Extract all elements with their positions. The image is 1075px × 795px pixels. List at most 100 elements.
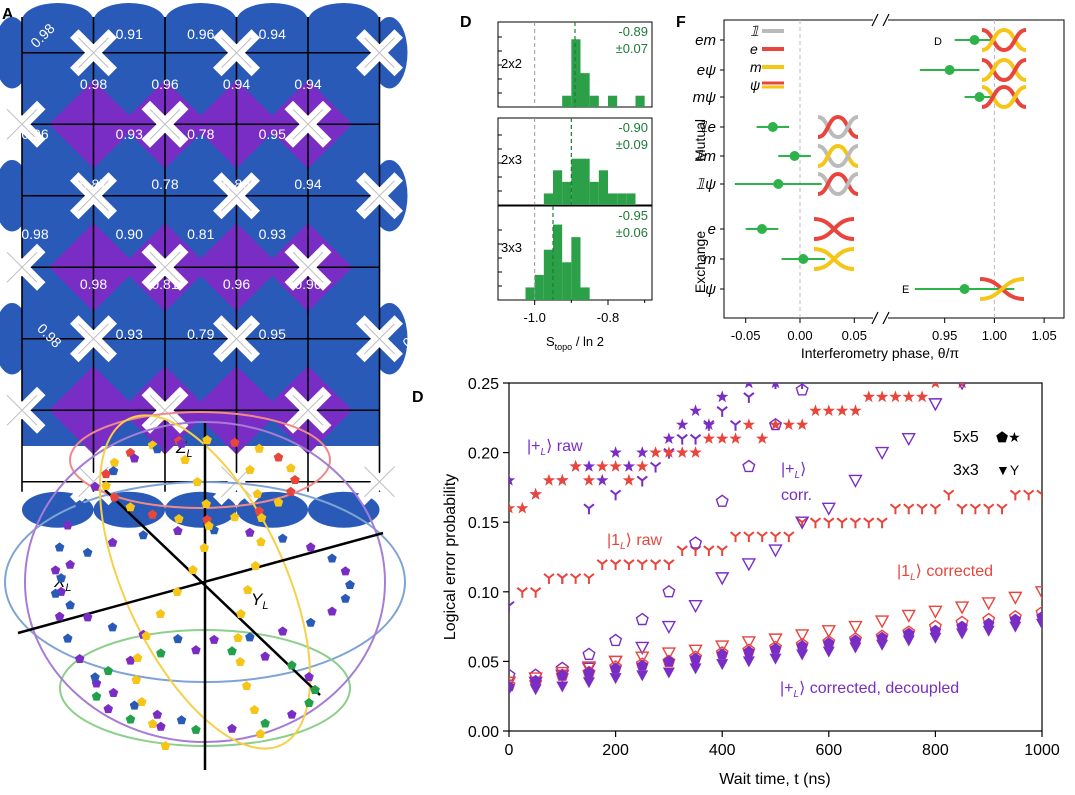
phase-point [959,284,970,294]
state-point [132,653,143,662]
state-point [109,457,120,467]
braid-legend-label: m [750,59,762,75]
open-triangle-marker [874,615,890,629]
state-point [227,723,237,733]
triangle-marker [636,670,649,682]
state-point [137,697,147,706]
histogram-bar [543,249,553,300]
state-point [101,469,111,479]
phase-row-label: m [704,251,717,268]
tri-marker [823,517,835,529]
star-marker [556,473,569,486]
x-tick-label: 600 [815,742,842,759]
state-point [131,675,141,684]
state-point [254,443,264,453]
qubit-marker [213,172,260,220]
tri-marker [863,517,875,529]
pentagon-marker [663,655,675,667]
open-triangle-marker [688,600,703,614]
tri-marker [543,573,555,584]
edge-plaquette [165,3,237,39]
plaquette-value: 0.98 [80,76,107,92]
star-marker [622,460,636,472]
phase-row-label: eψ [697,62,716,79]
open-pentagon-marker [635,612,649,626]
state-point [63,520,73,530]
histogram-bar [617,193,627,205]
state-point [230,437,240,447]
x-tick-label: 400 [709,742,736,759]
histogram-bar [598,170,608,205]
interferometry-panel: Interferometry phase, θ/π Mutual Exchang… [692,13,1065,361]
star-marker [529,487,542,500]
open-triangle-marker [715,640,730,654]
state-point [290,475,300,484]
plaquette-value: 0.93 [116,126,143,142]
braid-legend-label: ψ [750,77,760,93]
phase-xtick-label: 1.05 [1031,328,1056,343]
x-tick-label: 800 [922,742,949,759]
histogram-bar [589,95,599,107]
yellow-ring [98,414,312,750]
braid-icon [817,172,839,196]
qubit-marker [213,29,260,77]
star-marker [756,363,768,375]
state-point [152,709,163,719]
open-triangle-marker [794,516,810,530]
plaquette-value: 0.81 [151,276,178,292]
plaquette-value: 0.96 [223,276,250,292]
plaquette-value: 0.93 [116,326,143,342]
phase-row-label: 𝟙ψ [696,176,717,193]
tri-marker [703,545,715,557]
triangle-marker [902,635,915,647]
plaquette-value: 0.96 [151,76,178,92]
open-triangle-marker [1034,586,1042,600]
tri-marker [623,559,635,570]
plaquette-value: 0.86 [223,176,250,192]
tri-marker [516,587,528,598]
plaquette-value: 0.96 [406,20,437,51]
state-point [54,611,65,621]
open-pentagon-marker [509,668,516,681]
state-point [209,634,219,644]
tri-marker [663,559,675,570]
histogram-bar [580,73,590,107]
panel-label-d-top: D [460,14,472,31]
y-tick-label: 0.00 [468,724,499,741]
histogram-bar [562,95,572,107]
state-point [156,648,166,658]
pentagon-marker [823,637,835,649]
plaquette-value: 0.81 [187,226,214,242]
tri-marker [703,419,715,431]
state-point [172,587,182,596]
star-marker [809,404,822,417]
y-tick-label: 0.25 [468,376,499,393]
triangle-marker [1036,618,1042,630]
state-point [56,573,66,583]
panel-label-d: D [412,389,424,406]
plaquette-value: 0.96 [187,26,214,42]
qubit-marker [356,315,403,363]
braid-icon [837,115,859,139]
state-point [155,609,166,618]
plaquette-value: 0.94 [294,76,321,92]
state-point [174,514,184,523]
tri-marker [996,503,1008,515]
state-point [327,606,337,616]
plaquette-value: 0.78 [187,126,214,142]
edge-plaquette [93,3,165,39]
qubit-marker [70,172,117,220]
state-point [107,537,118,547]
histogram-bar [626,193,636,205]
phase-point [974,92,985,102]
star-marker [662,432,676,444]
annotation-one-raw: |1L⟩ raw [607,532,663,552]
open-triangle-marker [957,383,967,391]
x-tick-label: 0 [505,742,514,759]
legend-5x5: 5x5 ⬟★ [953,429,1021,446]
pentagon-marker [583,666,595,678]
state-point [152,444,163,454]
qubit-marker [141,243,189,291]
plaquette-value: 0.98 [21,226,48,242]
state-point [260,718,270,728]
